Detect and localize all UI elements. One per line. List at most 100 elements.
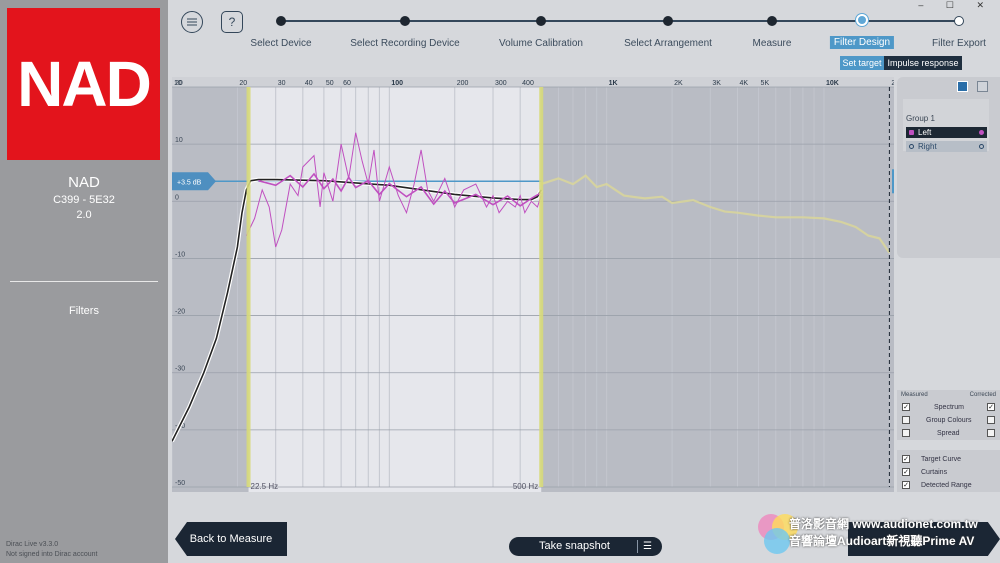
channel-right[interactable]: Right (906, 141, 987, 152)
target-curve-label: Target Curve (921, 456, 962, 463)
logo-text: NAD (17, 48, 152, 120)
watermark-line2: 音響論壇Audioart新視聽Prime AV (789, 534, 975, 548)
x-tick-label: 10K (826, 80, 839, 87)
sidebar-divider (10, 281, 158, 282)
x-tick-label: 10 (174, 80, 182, 87)
high-curtain (541, 77, 894, 492)
target-level-handle[interactable] (172, 172, 216, 191)
detected-range-label: Detected Range (921, 482, 972, 489)
device-name: NAD (68, 174, 100, 191)
left-color-swatch (909, 130, 914, 135)
x-tick-label: 1K (609, 80, 618, 87)
chart-layers-panel: ✓ Target Curve ✓ Curtains ✓ Detected Ran… (897, 450, 1000, 492)
channel-left-label: Left (918, 128, 932, 137)
spectrum-measured-checkbox[interactable]: ✓ (902, 403, 910, 411)
x-tick-label: 200 (457, 80, 469, 87)
y-tick-label: -20 (175, 309, 185, 316)
group-colours-corrected-checkbox[interactable] (987, 416, 995, 424)
step-label[interactable]: Select Device (250, 38, 312, 49)
take-snapshot-button[interactable]: Take snapshot ☰ (509, 537, 662, 556)
channel-left[interactable]: Left (906, 127, 987, 138)
menu-button[interactable] (181, 11, 203, 33)
target-curve-checkbox[interactable]: ✓ (902, 455, 910, 463)
next-button[interactable] (848, 522, 1000, 556)
x-tick-label: 4K (739, 80, 748, 87)
window-controls[interactable]: – ☐ ✕ (918, 0, 994, 10)
step-dot[interactable] (954, 16, 964, 26)
y-tick-label: 20 (175, 80, 183, 87)
step-dot[interactable] (276, 16, 286, 26)
y-tick-label: -10 (175, 251, 185, 258)
step-dot[interactable] (856, 14, 868, 26)
spread-label: Spread (937, 430, 960, 437)
tab-set-target[interactable]: Set target (840, 56, 884, 70)
list-icon[interactable]: ☰ (643, 541, 652, 552)
layout-icon[interactable] (957, 81, 968, 92)
x-tick-label: 400 (522, 80, 534, 87)
step-dot[interactable] (663, 16, 673, 26)
wizard-progress-line (281, 20, 959, 22)
left-toggle-icon[interactable] (979, 130, 984, 135)
x-tick-label: 2K (674, 80, 683, 87)
corrected-header: Corrected (969, 392, 996, 398)
tab-impulse-response[interactable]: Impulse response (884, 56, 962, 70)
target-curve[interactable] (172, 178, 542, 442)
watermark-circle-blue (764, 528, 790, 554)
step-label[interactable]: Filter Design (829, 36, 895, 49)
signin-status: Not signed into Dirac account (6, 551, 98, 558)
help-button[interactable]: ? (221, 11, 243, 33)
channel-right-label: Right (918, 142, 937, 151)
y-tick-label: 0 (175, 194, 179, 201)
x-tick-label: 3K (712, 80, 721, 87)
x-tick-label: 5K (761, 80, 770, 87)
x-tick-label: 30 (278, 80, 286, 87)
low-curtain-label: 22.5 Hz (251, 482, 279, 491)
high-curtain-label: 500 Hz (513, 482, 538, 491)
view-icon[interactable] (977, 81, 988, 92)
nad-logo: NAD (7, 8, 160, 160)
group-title: Group 1 (906, 114, 935, 123)
step-dot[interactable] (400, 16, 410, 26)
x-tick-label: 60 (343, 80, 351, 87)
measured-response-left (245, 132, 542, 248)
watermark: 普洛影音網 www.audionet.com.tw 音響論壇Audioart新視… (758, 512, 1000, 562)
hamburger-icon (187, 18, 197, 26)
x-tick-label: 100 (391, 80, 403, 87)
target-level-label: +3.5 dB (177, 179, 202, 186)
step-dot[interactable] (767, 16, 777, 26)
step-label[interactable]: Filter Export (932, 38, 986, 49)
display-options-panel: Measured Corrected ✓ Spectrum ✓ Group Co… (897, 390, 1000, 440)
right-color-swatch (909, 144, 914, 149)
group-colours-measured-checkbox[interactable] (902, 416, 910, 424)
step-label[interactable]: Select Arrangement (624, 38, 712, 49)
step-dot[interactable] (536, 16, 546, 26)
high-curtain-handle[interactable] (539, 87, 544, 487)
spread-corrected-checkbox[interactable] (987, 429, 995, 437)
y-tick-label: 10 (175, 137, 183, 144)
group-colours-label: Group Colours (926, 417, 972, 424)
right-toggle-icon[interactable] (979, 144, 984, 149)
curtains-label: Curtains (921, 469, 948, 476)
low-curtain (172, 77, 249, 492)
curtains-checkbox[interactable]: ✓ (902, 468, 910, 476)
spread-measured-checkbox[interactable] (902, 429, 910, 437)
low-curtain-handle[interactable] (246, 87, 251, 487)
x-tick-label: 20K (891, 80, 894, 87)
sidebar: NAD NAD C399 - 5E32 2.0 Filters Dirac Li… (0, 0, 168, 563)
spectrum-label: Spectrum (934, 404, 964, 411)
corrected-response (258, 172, 542, 207)
step-label[interactable]: Measure (752, 38, 792, 49)
sidebar-item-filters[interactable]: Filters (69, 305, 99, 317)
x-tick-label: 300 (495, 80, 507, 87)
app-version: Dirac Live v3.3.0 (6, 541, 59, 548)
snapshot-separator (637, 540, 638, 553)
step-label[interactable]: Volume Calibration (499, 38, 583, 49)
back-to-measure-button[interactable]: Back to Measure (175, 522, 287, 556)
measured-response-outside (540, 174, 891, 254)
detected-range-checkbox[interactable]: ✓ (902, 481, 910, 489)
spectrum-corrected-checkbox[interactable]: ✓ (987, 403, 995, 411)
x-axis-band (172, 77, 894, 87)
measured-header: Measured (901, 392, 928, 398)
step-label[interactable]: Select Recording Device (350, 38, 460, 49)
